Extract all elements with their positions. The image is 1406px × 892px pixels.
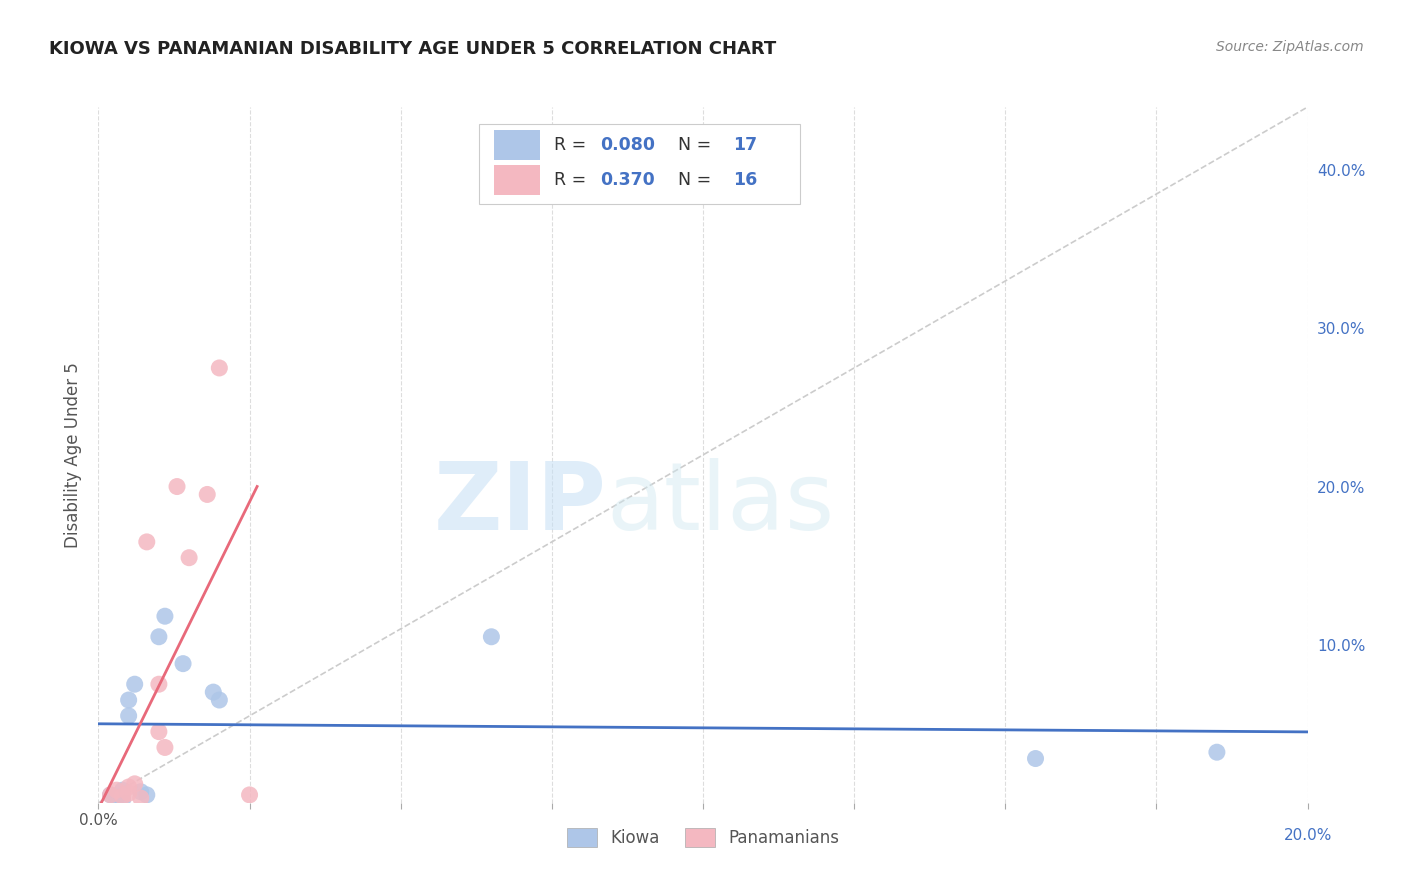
Point	[179, 550, 201, 565]
Y-axis label: Disability Age Under 5: Disability Age Under 5	[63, 362, 82, 548]
Text: ZIP: ZIP	[433, 458, 606, 549]
Text: N =: N =	[666, 136, 717, 154]
Text: 16: 16	[734, 171, 758, 189]
Point	[129, 785, 152, 799]
Point	[148, 724, 170, 739]
Point	[105, 783, 128, 797]
Point	[1206, 745, 1229, 759]
Point	[111, 792, 134, 806]
Point	[208, 360, 231, 375]
Bar	[494, 165, 540, 195]
Point	[100, 788, 122, 802]
Bar	[494, 130, 540, 161]
Text: 20.0%: 20.0%	[1284, 828, 1331, 843]
Point	[129, 791, 152, 805]
Text: 0.080: 0.080	[600, 136, 655, 154]
Text: 0.370: 0.370	[600, 171, 655, 189]
Point	[153, 609, 176, 624]
Point	[148, 677, 170, 691]
Point	[118, 780, 141, 794]
Point	[135, 534, 157, 549]
Text: R =: R =	[554, 171, 592, 189]
Point	[124, 677, 146, 691]
Point	[100, 788, 122, 802]
Legend: Kiowa, Panamanians: Kiowa, Panamanians	[561, 821, 845, 854]
FancyBboxPatch shape	[479, 124, 800, 204]
Point	[118, 786, 141, 800]
Point	[239, 788, 262, 802]
Point	[208, 693, 231, 707]
Text: Source: ZipAtlas.com: Source: ZipAtlas.com	[1216, 40, 1364, 54]
Point	[111, 783, 134, 797]
Point	[111, 789, 134, 804]
Point	[166, 479, 188, 493]
Text: 17: 17	[734, 136, 758, 154]
Text: KIOWA VS PANAMANIAN DISABILITY AGE UNDER 5 CORRELATION CHART: KIOWA VS PANAMANIAN DISABILITY AGE UNDER…	[49, 40, 776, 58]
Point	[118, 708, 141, 723]
Text: N =: N =	[666, 171, 717, 189]
Point	[124, 777, 146, 791]
Point	[105, 791, 128, 805]
Point	[135, 788, 157, 802]
Point	[148, 630, 170, 644]
Point	[1024, 751, 1046, 765]
Point	[172, 657, 194, 671]
Text: R =: R =	[554, 136, 592, 154]
Point	[195, 487, 218, 501]
Text: atlas: atlas	[606, 458, 835, 549]
Point	[481, 630, 503, 644]
Point	[118, 693, 141, 707]
Point	[153, 740, 176, 755]
Point	[202, 685, 225, 699]
